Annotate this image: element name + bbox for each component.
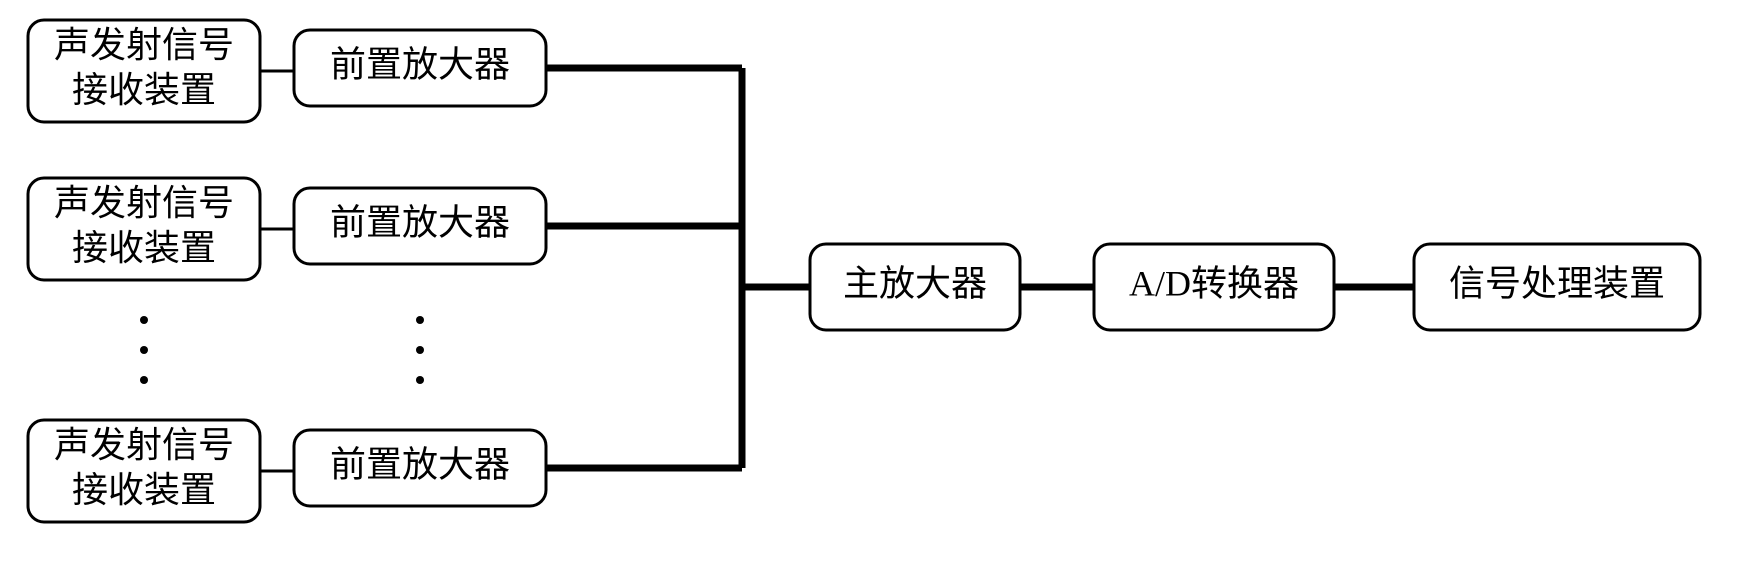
adc-box-label: A/D转换器 (1129, 263, 1299, 303)
ellipsis-dot-1-0 (416, 316, 424, 324)
ellipsis-dot-0-1 (140, 346, 148, 354)
preamp-box-2-label: 前置放大器 (330, 444, 510, 484)
ellipsis-dot-1-1 (416, 346, 424, 354)
ellipsis-dot-0-2 (140, 376, 148, 384)
receiver-box-1-label: 接收装置 (72, 228, 216, 268)
preamp-box-1-label: 前置放大器 (330, 202, 510, 242)
ellipsis-dot-1-2 (416, 376, 424, 384)
preamp-box-0-label: 前置放大器 (330, 44, 510, 84)
receiver-box-2-label: 声发射信号 (54, 425, 234, 465)
receiver-box-1-label: 声发射信号 (54, 183, 234, 223)
receiver-box-0-label: 声发射信号 (54, 25, 234, 65)
receiver-box-0-label: 接收装置 (72, 70, 216, 110)
ellipsis-dot-0-0 (140, 316, 148, 324)
block-diagram: 声发射信号接收装置前置放大器声发射信号接收装置前置放大器声发射信号接收装置前置放… (0, 0, 1758, 566)
receiver-box-2-label: 接收装置 (72, 470, 216, 510)
main-amp-box-label: 主放大器 (843, 263, 987, 303)
processor-box-label: 信号处理装置 (1449, 263, 1665, 303)
